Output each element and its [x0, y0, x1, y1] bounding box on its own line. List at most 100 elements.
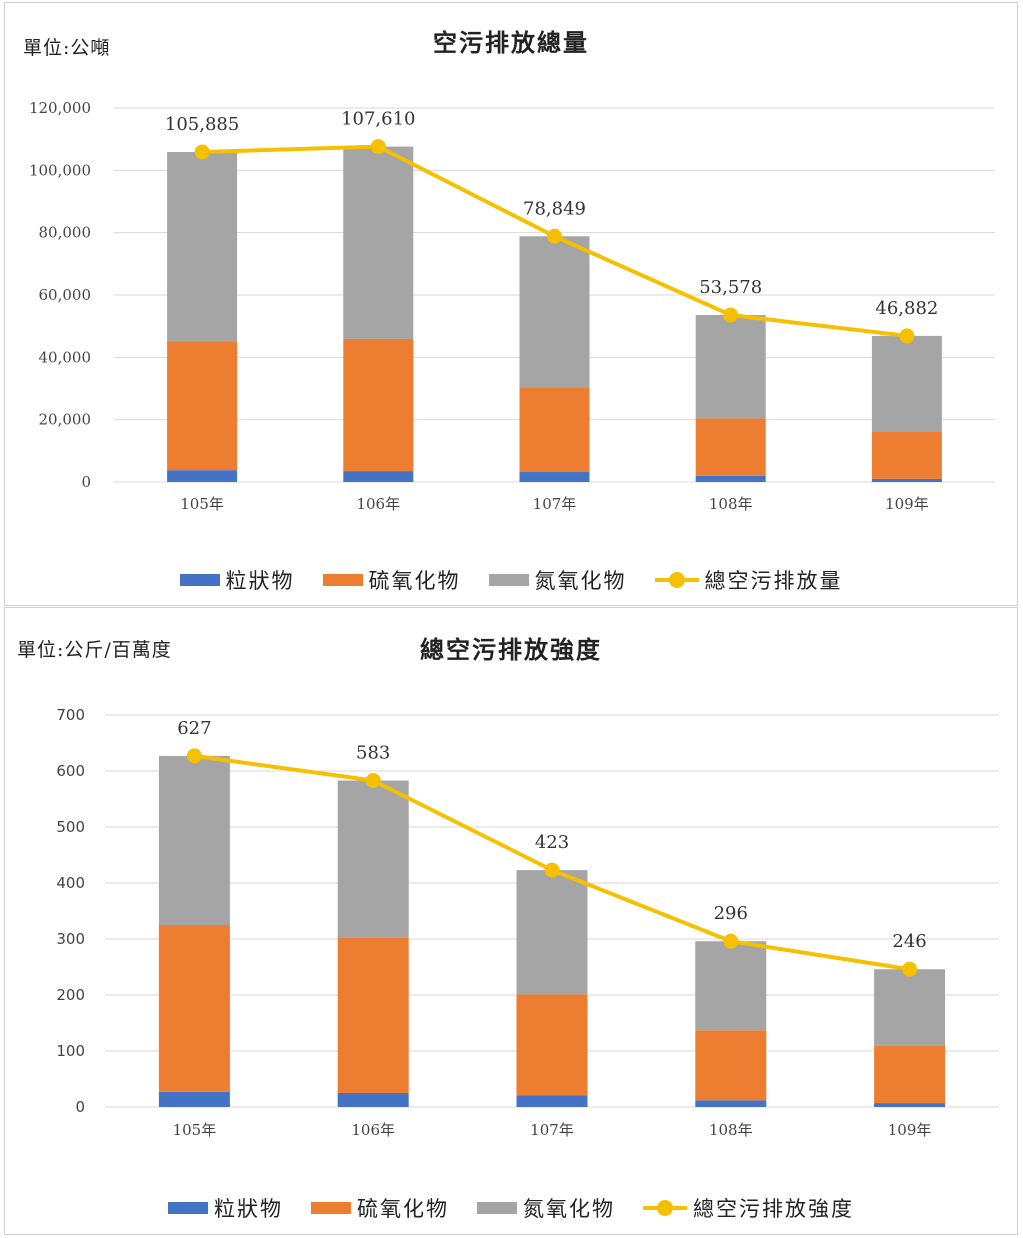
y-tick-label: 200	[56, 986, 85, 1004]
legend-swatch-nox	[477, 1202, 517, 1214]
x-category-label: 106年	[351, 1121, 395, 1139]
legend-swatch-pm	[168, 1202, 208, 1214]
emission-total-chart-panel: 單位:公噸 空污排放總量 0 20,000 40,000 60,000 80,000 10…	[4, 2, 1018, 606]
y-tick-label: 100	[56, 1042, 85, 1060]
bar-segment-sox	[519, 387, 590, 473]
total-marker	[186, 748, 202, 764]
bar-segment-sox	[695, 1030, 767, 1101]
legend-label-nox: 氮氧化物	[534, 569, 627, 593]
legend-item-total: 總空污排放量	[654, 565, 843, 595]
legend-item-sox: 硫氧化物	[311, 1193, 449, 1223]
bar-segment-nox	[337, 780, 409, 938]
y-tick-label: 0	[75, 1098, 85, 1116]
bar-segment-nox	[695, 315, 766, 419]
bar-segment-sox	[695, 418, 766, 476]
x-category-label: 107年	[533, 495, 577, 513]
total-marker	[723, 933, 739, 949]
x-category-label: 108年	[709, 495, 753, 513]
chart-title: 空污排放總量	[433, 28, 589, 57]
bar-segment-sox	[158, 925, 230, 1092]
x-category-label: 109年	[888, 1121, 932, 1139]
unit-label: 單位:公噸	[23, 37, 111, 59]
data-label: 107,610	[341, 109, 415, 130]
data-label: 53,578	[699, 277, 762, 298]
total-marker	[194, 144, 210, 160]
y-tick-label: 20,000	[39, 411, 92, 429]
bar-segment-nox	[695, 941, 767, 1031]
legend-label-nox: 氮氧化物	[523, 1197, 615, 1221]
bar-segment-sox	[343, 338, 414, 472]
legend-label-pm: 粒狀物	[214, 1197, 283, 1221]
emission-intensity-chart-panel: 單位:公斤/百萬度 總空污排放強度 0 100 200 300 400 500 600 700…	[4, 607, 1018, 1235]
bar-segment-pm	[695, 1100, 767, 1107]
x-category-label: 108年	[709, 1121, 753, 1139]
legend-label-total: 總空污排放量	[704, 569, 843, 593]
x-category-label: 105年	[180, 495, 224, 513]
y-tick-label: 0	[81, 473, 91, 491]
y-tick-label: 300	[56, 930, 85, 948]
bar-segment-sox	[167, 341, 238, 471]
bar-segment-pm	[167, 470, 238, 482]
bar-segment-pm	[519, 472, 590, 482]
bar-segment-nox	[343, 146, 414, 339]
data-label: 583	[356, 743, 390, 764]
legend-item-sox: 硫氧化物	[322, 565, 461, 595]
bar-segment-nox	[519, 236, 590, 388]
legend-label-sox: 硫氧化物	[368, 569, 461, 593]
total-marker	[902, 961, 918, 977]
emission-total-chart: 0 20,000 40,000 60,000 80,000 100,000 120,000 1…	[29, 99, 995, 513]
bar-segment-sox	[516, 994, 588, 1096]
bar-segment-pm	[874, 1103, 946, 1107]
legend-item-nox: 氮氧化物	[477, 1193, 615, 1223]
unit-label: 單位:公斤/百萬度	[17, 639, 172, 661]
legend-item-total: 總空污排放強度	[643, 1193, 854, 1223]
y-tick-label: 60,000	[39, 286, 92, 304]
total-marker	[723, 307, 739, 323]
y-tick-label: 400	[56, 874, 85, 892]
legend-swatch-pm	[179, 574, 220, 586]
bar-segment-pm	[343, 471, 414, 482]
data-label: 46,882	[875, 298, 938, 319]
total-marker	[365, 773, 381, 789]
chart-title: 總空污排放強度	[420, 635, 602, 664]
total-marker	[544, 862, 560, 878]
legend-swatch-sox	[322, 574, 363, 586]
bar-segment-sox	[337, 937, 409, 1093]
y-tick-label: 40,000	[39, 348, 92, 366]
x-category-label: 105年	[173, 1121, 217, 1139]
data-label: 627	[177, 718, 211, 739]
y-tick-label: 700	[56, 706, 85, 724]
bar-segment-pm	[516, 1095, 588, 1107]
legend-item-nox: 氮氧化物	[488, 565, 627, 595]
y-tick-label: 120,000	[29, 99, 91, 117]
y-tick-label: 100,000	[29, 161, 91, 179]
data-label: 246	[892, 931, 926, 952]
bar-segment-sox	[874, 1045, 946, 1104]
legend-swatch-sox	[311, 1202, 351, 1214]
bar-segment-sox	[871, 431, 942, 479]
bar-segment-nox	[871, 335, 942, 432]
bar-segment-nox	[158, 755, 230, 925]
total-marker	[899, 328, 915, 344]
bar-segment-pm	[337, 1093, 409, 1107]
legend-label-sox: 硫氧化物	[357, 1197, 449, 1221]
data-label: 78,849	[523, 198, 586, 219]
legend-swatch-total	[643, 1200, 687, 1216]
bar-segment-nox	[167, 151, 238, 342]
legend-label-total: 總空污排放強度	[693, 1197, 854, 1221]
data-label: 423	[535, 832, 569, 853]
chart-legend: 粒狀物 硫氧化物 氮氧化物 總空污排放強度	[5, 1193, 1017, 1223]
legend-item-pm: 粒狀物	[179, 565, 295, 595]
bar-segment-nox	[516, 870, 588, 995]
total-marker	[370, 139, 386, 155]
y-tick-label: 600	[56, 762, 85, 780]
data-label: 105,885	[165, 114, 239, 135]
y-tick-label: 500	[56, 818, 85, 836]
legend-swatch-total	[654, 572, 699, 588]
x-category-label: 107年	[530, 1121, 574, 1139]
bar-segment-nox	[874, 969, 946, 1046]
data-label: 296	[714, 903, 748, 924]
emission-intensity-chart: 0 100 200 300 400 500 600 700 105年 106年 107年 108年 10…	[56, 706, 999, 1139]
x-category-label: 109年	[885, 495, 929, 513]
bar-segment-pm	[695, 475, 766, 482]
